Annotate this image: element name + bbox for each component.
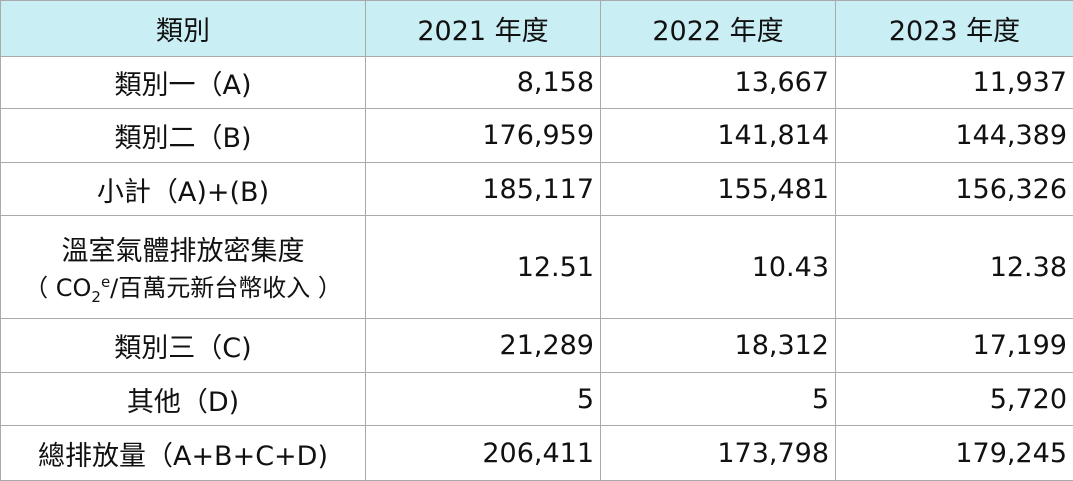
value-cell: 5	[365, 372, 601, 426]
row-label: 其他（D)	[0, 372, 366, 426]
table-row: 類別二（B) 176,959 141,814 144,389	[0, 108, 1073, 163]
value-cell: 12.51	[365, 215, 601, 319]
value-cell: 173,798	[600, 425, 836, 481]
row-label: 類別三（C)	[0, 318, 366, 373]
table-row: 小計（A)+(B) 185,117 155,481 156,326	[0, 162, 1073, 216]
table-row: 類別三（C) 21,289 18,312 17,199	[0, 318, 1073, 373]
value-cell: 176,959	[365, 108, 601, 163]
value-cell: 13,667	[600, 56, 836, 109]
value-cell: 5	[600, 372, 836, 426]
row-label: 溫室氣體排放密集度（ CO2e/百萬元新台幣收入 ）	[0, 215, 366, 319]
header-row: 類別 2021 年度 2022 年度 2023 年度	[0, 0, 1073, 57]
value-cell: 21,289	[365, 318, 601, 373]
row-label: 小計（A)+(B)	[0, 162, 366, 216]
header-cell: 類別	[0, 0, 366, 57]
table-body: 類別一（A) 8,158 13,667 11,937 類別二（B) 176,959 141,…	[0, 56, 1073, 481]
subscript: 2	[91, 287, 101, 306]
value-cell: 12.38	[835, 215, 1073, 319]
value-cell: 10.43	[600, 215, 836, 319]
row-label: 類別一（A)	[0, 56, 366, 109]
table-row: 溫室氣體排放密集度（ CO2e/百萬元新台幣收入 ） 12.51 10.43 12.3…	[0, 215, 1073, 319]
value-cell: 206,411	[365, 425, 601, 481]
value-cell: 155,481	[600, 162, 836, 216]
table-row: 類別一（A) 8,158 13,667 11,937	[0, 56, 1073, 109]
row-label: 類別二（B)	[0, 108, 366, 163]
value-cell: 11,937	[835, 56, 1073, 109]
value-cell: 144,389	[835, 108, 1073, 163]
value-cell: 156,326	[835, 162, 1073, 216]
value-cell: 141,814	[600, 108, 836, 163]
value-cell: 5,720	[835, 372, 1073, 426]
value-cell: 17,199	[835, 318, 1073, 373]
label-line: 溫室氣體排放密集度	[61, 235, 305, 267]
value-cell: 8,158	[365, 56, 601, 109]
row-label: 總排放量（A+B+C+D)	[0, 425, 366, 481]
header-cell: 2023 年度	[835, 0, 1073, 57]
label-text: （ CO	[24, 273, 92, 302]
header-cell: 2022 年度	[600, 0, 836, 57]
table-row: 其他（D) 5 5 5,720	[0, 372, 1073, 426]
label-text: /百萬元新台幣收入 ）	[110, 273, 342, 302]
table-row: 總排放量（A+B+C+D) 206,411 173,798 179,245	[0, 425, 1073, 481]
value-cell: 18,312	[600, 318, 836, 373]
superscript: e	[100, 272, 111, 291]
value-cell: 185,117	[365, 162, 601, 216]
label-line: （ CO2e/百萬元新台幣收入 ）	[7, 268, 359, 306]
value-cell: 179,245	[835, 425, 1073, 481]
header-cell: 2021 年度	[365, 0, 601, 57]
